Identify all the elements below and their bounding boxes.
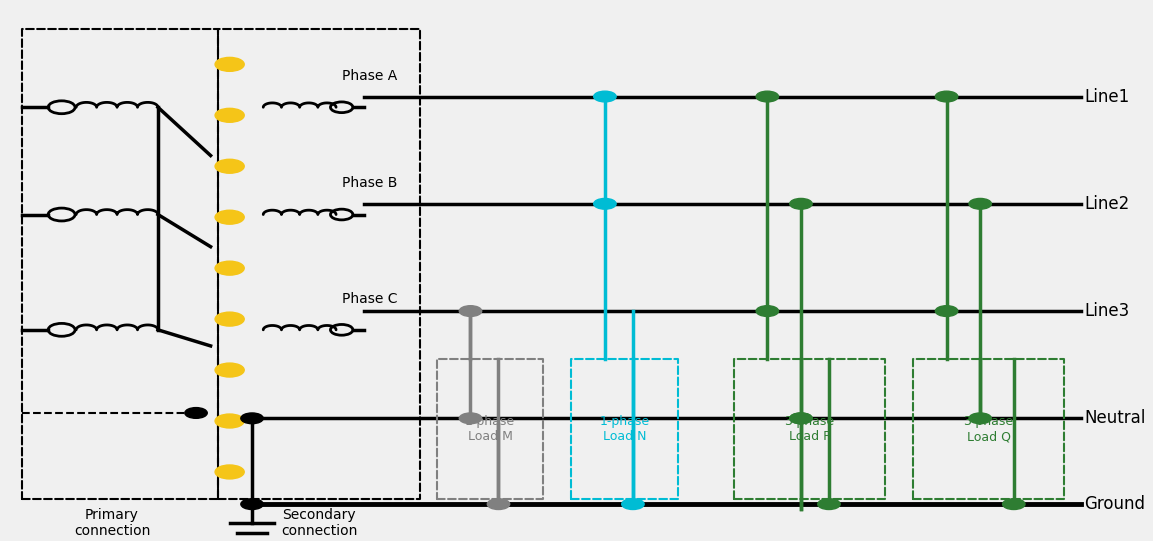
Text: Line3: Line3 (1084, 302, 1130, 320)
Circle shape (935, 91, 958, 102)
Text: Phase B: Phase B (341, 176, 397, 190)
Circle shape (594, 91, 616, 102)
Circle shape (756, 306, 778, 316)
Text: 3-phase
Load Q: 3-phase Load Q (964, 415, 1013, 443)
Text: Line2: Line2 (1084, 195, 1130, 213)
Text: 3-phase
Load P: 3-phase Load P (784, 415, 835, 443)
Circle shape (459, 306, 482, 316)
Circle shape (216, 414, 244, 428)
Text: Neutral: Neutral (1084, 410, 1146, 427)
Circle shape (790, 413, 812, 424)
Circle shape (216, 108, 244, 122)
Text: Phase C: Phase C (341, 292, 397, 306)
Circle shape (241, 499, 263, 510)
Circle shape (184, 407, 208, 418)
Circle shape (1003, 499, 1025, 510)
Circle shape (790, 413, 812, 424)
Text: 1-phase
Load N: 1-phase Load N (600, 415, 649, 443)
Text: Secondary
connection: Secondary connection (281, 508, 357, 538)
Text: Primary
connection: Primary connection (74, 508, 150, 538)
Circle shape (790, 199, 812, 209)
Circle shape (621, 499, 645, 510)
Circle shape (488, 499, 510, 510)
Circle shape (969, 199, 992, 209)
Text: Ground: Ground (1084, 495, 1145, 513)
Circle shape (216, 261, 244, 275)
Circle shape (216, 57, 244, 71)
Circle shape (216, 210, 244, 224)
Circle shape (216, 363, 244, 377)
Circle shape (969, 413, 992, 424)
Circle shape (241, 413, 263, 424)
Circle shape (817, 499, 841, 510)
Circle shape (756, 91, 778, 102)
Circle shape (594, 199, 616, 209)
Circle shape (935, 306, 958, 316)
Text: Phase A: Phase A (341, 69, 397, 83)
Circle shape (216, 159, 244, 173)
Circle shape (459, 413, 482, 424)
Circle shape (216, 312, 244, 326)
Text: 1-phase
Load M: 1-phase Load M (465, 415, 515, 443)
Circle shape (216, 465, 244, 479)
Text: Line1: Line1 (1084, 88, 1130, 105)
